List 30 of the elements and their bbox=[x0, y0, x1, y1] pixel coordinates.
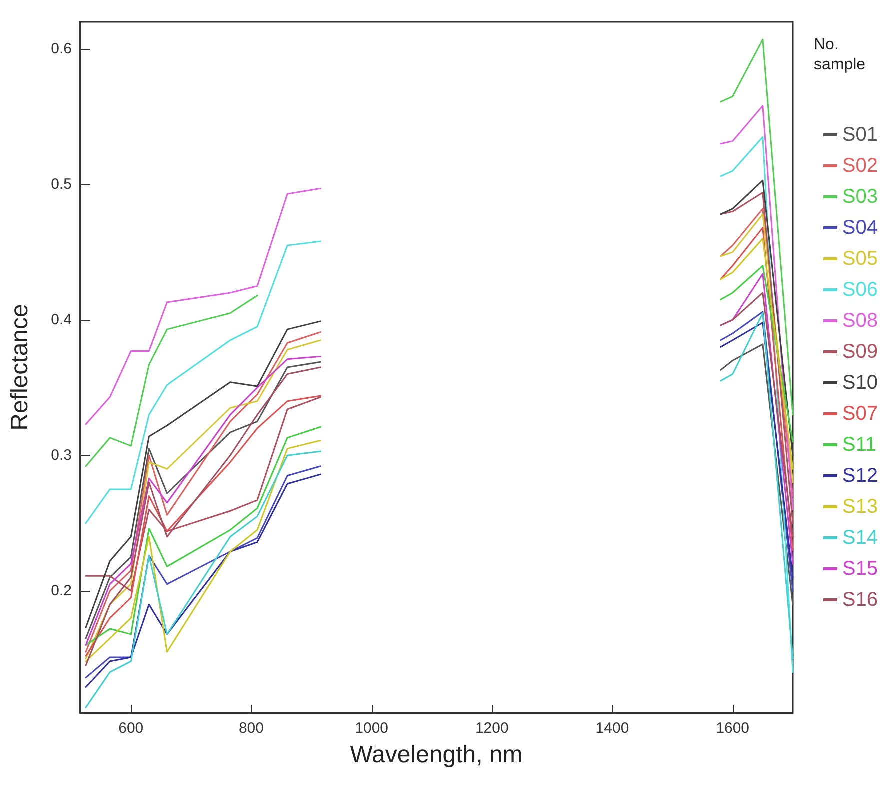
legend-label: S06 bbox=[842, 279, 878, 301]
y-tick-label: 0.2 bbox=[51, 582, 72, 600]
legend-title: No. sample bbox=[814, 36, 866, 74]
x-tick-label: 1000 bbox=[355, 720, 389, 737]
legend-label: S01 bbox=[842, 124, 878, 146]
legend-label: S03 bbox=[842, 186, 878, 208]
y-tick-label: 0.4 bbox=[51, 312, 72, 329]
x-tick-label: 1400 bbox=[596, 720, 630, 737]
x-tick-label: 1200 bbox=[475, 720, 509, 737]
x-tick-label: 1600 bbox=[716, 720, 750, 737]
legend-label: S14 bbox=[842, 527, 878, 549]
y-tick-label: 0.3 bbox=[51, 447, 72, 464]
legend-label: S11 bbox=[842, 434, 877, 456]
legend-label: S12 bbox=[842, 465, 878, 487]
legend-label: S16 bbox=[842, 589, 878, 611]
legend-label: S02 bbox=[842, 155, 878, 177]
y-axis-title: Reflectance bbox=[6, 304, 34, 431]
legend-label: S09 bbox=[842, 341, 878, 363]
legend-label: S15 bbox=[842, 558, 878, 580]
y-tick-label: 0.5 bbox=[51, 176, 72, 194]
legend-label: S05 bbox=[842, 248, 878, 270]
legend-label: S08 bbox=[842, 310, 878, 332]
legend-label: S07 bbox=[842, 403, 878, 425]
x-tick-label: 600 bbox=[118, 720, 144, 737]
legend-label: S10 bbox=[842, 372, 878, 394]
x-tick-label: 800 bbox=[238, 720, 264, 737]
legend-label: S04 bbox=[842, 217, 878, 239]
x-axis-title: Wavelength, nm bbox=[350, 742, 523, 768]
legend-label: S13 bbox=[842, 496, 878, 518]
y-tick-label: 0.6 bbox=[51, 40, 72, 58]
